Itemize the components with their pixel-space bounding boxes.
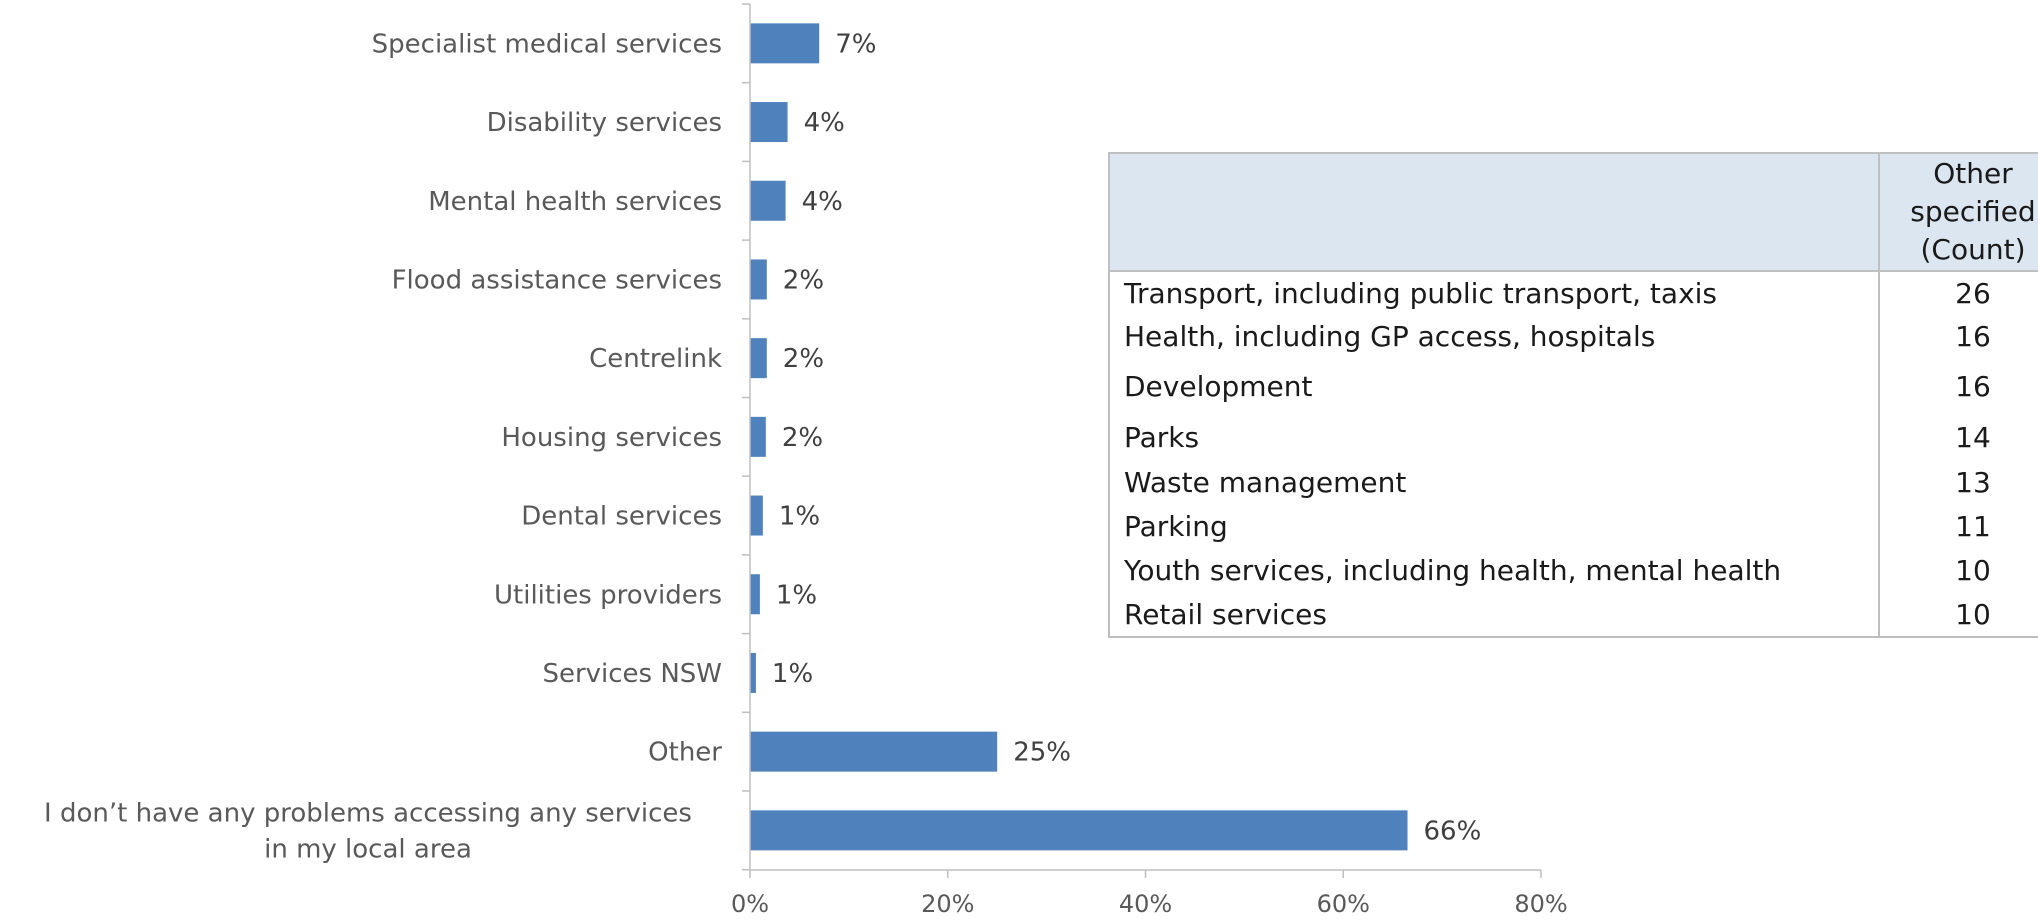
row-item: Parks (1124, 420, 1200, 454)
x-ticks-group: 0% 20% 40% 60% 80% (731, 870, 1568, 918)
value-label: 2% (783, 344, 824, 374)
bar (750, 259, 767, 300)
row-count: 10 (1878, 548, 2038, 592)
row-count: 10 (1878, 592, 2038, 637)
category-label: Dental services (521, 502, 722, 532)
other-specified-table: Other specified (Count) Transport, inclu… (1108, 152, 2038, 638)
value-label: 25% (1013, 738, 1071, 768)
row-item: Health, including GP access, hospitals (1124, 319, 1656, 353)
x-tick-label: 0% (731, 890, 769, 918)
bar (750, 23, 820, 64)
category-labels-group: Specialist medical services Disability se… (44, 29, 722, 864)
row-count: 26 (1878, 271, 2038, 314)
row-item: Retail services (1124, 597, 1327, 631)
value-label: 4% (804, 108, 845, 138)
value-label: 1% (779, 502, 820, 532)
table-row: Transport, including public transport, t… (1109, 271, 2038, 314)
category-label: I don’t have any problems accessing any … (44, 798, 692, 828)
row-item: Waste management (1124, 465, 1407, 499)
bars-group (750, 23, 1408, 851)
row-item: Development (1124, 369, 1313, 403)
table-row: Development 16 (1109, 358, 2038, 414)
bar (750, 731, 998, 772)
header-count: Other specified (Count) (1878, 153, 2038, 272)
category-label: Centrelink (589, 344, 722, 374)
table-row: Parks 14 (1109, 414, 2038, 460)
row-item: Youth services, including health, mental… (1124, 553, 1782, 587)
row-count: 14 (1878, 414, 2038, 460)
header-item (1109, 153, 1879, 272)
category-label: Utilities providers (494, 580, 722, 610)
category-label: Specialist medical services (372, 29, 722, 59)
value-label: 66% (1424, 816, 1482, 846)
value-label: 2% (783, 265, 824, 295)
category-label: Services NSW (542, 659, 722, 689)
row-count: 16 (1878, 314, 2038, 358)
category-label: Housing services (501, 423, 722, 453)
table-row: Retail services 10 (1109, 592, 2038, 637)
bar (750, 102, 788, 143)
table-row: Health, including GP access, hospitals 1… (1109, 314, 2038, 358)
table-header-row: Other specified (Count) (1109, 153, 2038, 272)
row-item: Parking (1124, 509, 1228, 543)
bar (750, 495, 763, 536)
category-label: Mental health services (428, 187, 722, 217)
row-count: 11 (1878, 504, 2038, 548)
row-item: Transport, including public transport, t… (1124, 276, 1718, 310)
bar (750, 652, 756, 693)
value-label: 7% (835, 29, 876, 59)
bar (750, 180, 786, 221)
value-label: 4% (802, 187, 843, 217)
bar (750, 574, 760, 615)
row-count: 16 (1878, 358, 2038, 414)
bar (750, 810, 1408, 851)
value-label: 1% (772, 659, 813, 689)
table-row: Youth services, including health, mental… (1109, 548, 2038, 592)
x-tick-label: 20% (921, 890, 974, 918)
category-label: Other (648, 738, 722, 768)
row-count: 13 (1878, 460, 2038, 504)
x-tick-label: 60% (1317, 890, 1370, 918)
category-label: Disability services (487, 108, 722, 138)
value-labels-group: 7% 4% 4% 2% 2% 2% 1% 1% 1% 25% 66% (772, 29, 1481, 846)
table-row: Waste management 13 (1109, 460, 2038, 504)
category-label: in my local area (264, 834, 472, 864)
x-tick-label: 80% (1514, 890, 1567, 918)
table-row: Parking 11 (1109, 504, 2038, 548)
value-label: 2% (782, 423, 823, 453)
value-label: 1% (776, 580, 817, 610)
category-label: Flood assistance services (392, 265, 722, 295)
bar (750, 338, 767, 379)
x-tick-label: 40% (1119, 890, 1172, 918)
bar (750, 416, 766, 457)
